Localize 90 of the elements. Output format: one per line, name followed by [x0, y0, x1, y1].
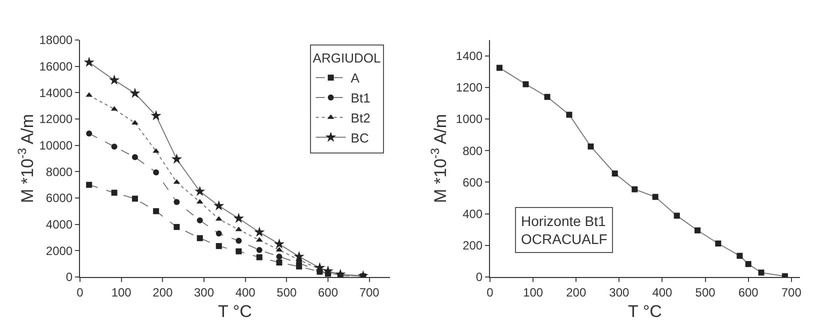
y-tick-label: 1000	[456, 112, 483, 126]
point	[214, 200, 224, 210]
x-tick-label: 200	[566, 285, 586, 300]
point	[588, 143, 594, 150]
x-tick-label: 200	[152, 285, 173, 300]
point	[715, 240, 722, 246]
x-tick-label: 600	[318, 285, 338, 300]
point	[632, 186, 638, 192]
y-tick-label: 0	[476, 270, 483, 284]
y-tick-label: 400	[462, 207, 483, 221]
point	[256, 254, 262, 260]
annotation: Horizonte Bt1 OCRACUALF	[521, 213, 608, 248]
point	[276, 254, 282, 260]
legend-title: ARGIUDOL	[312, 50, 381, 66]
point	[694, 227, 701, 234]
x-tick-label: 500	[276, 285, 297, 300]
y-tick-label: 6000	[46, 191, 73, 206]
y-tick-label: 18000	[39, 33, 73, 48]
y-tick-label: 1200	[456, 80, 483, 95]
point	[236, 238, 242, 244]
point	[566, 112, 572, 118]
y-tick-label: 10000	[39, 138, 73, 153]
x-tick-label: 0	[76, 285, 84, 300]
point	[111, 144, 118, 150]
point	[171, 154, 182, 164]
point	[132, 154, 138, 160]
point	[496, 64, 502, 71]
y-tick-label: 600	[462, 175, 483, 190]
point	[612, 170, 618, 177]
point	[86, 182, 92, 188]
point	[153, 169, 160, 176]
point	[86, 130, 92, 136]
point	[108, 74, 120, 85]
x-tick-label: 700	[359, 285, 380, 300]
x-tick-label: 400	[652, 285, 673, 300]
point	[254, 226, 265, 237]
point	[233, 212, 244, 223]
point	[674, 212, 680, 219]
point	[150, 110, 162, 120]
point	[758, 270, 764, 276]
legend-label: BC	[350, 130, 369, 146]
x-tick-label: 300	[194, 285, 214, 300]
point	[196, 217, 203, 224]
point	[111, 190, 118, 196]
point	[216, 243, 222, 250]
y-tick-label: 16000	[39, 60, 73, 74]
legend-label: A	[350, 70, 360, 86]
point	[276, 260, 282, 266]
point	[652, 194, 658, 200]
point	[132, 120, 138, 124]
y-tick-label: 1400	[456, 49, 483, 63]
point	[522, 81, 529, 88]
x-tick-label: 0	[486, 285, 494, 300]
y-tick-label: 2000	[46, 244, 73, 258]
x-tick-label: 600	[738, 285, 759, 300]
point	[132, 196, 138, 202]
point	[314, 262, 326, 272]
x-tick-label: 100	[523, 285, 544, 300]
y-tick-label: 800	[462, 144, 483, 158]
point	[322, 265, 334, 276]
point	[256, 247, 262, 254]
legend-label: Bt2	[350, 110, 370, 126]
point	[736, 252, 743, 259]
point	[174, 198, 180, 205]
x-tick-label: 100	[111, 285, 132, 300]
point	[745, 261, 752, 268]
point	[153, 208, 160, 214]
x-tick-label: 400	[235, 285, 256, 300]
point	[236, 248, 242, 254]
y-tick-label: 14000	[39, 86, 73, 100]
y-tick-label: 200	[462, 238, 483, 253]
point	[274, 238, 285, 249]
x-tick-label: 300	[609, 285, 630, 300]
y-tick-label: 8000	[46, 164, 73, 179]
point	[544, 94, 550, 100]
x-tick-label: 500	[695, 285, 716, 300]
x-axis-title: T °C	[628, 302, 662, 321]
point	[294, 250, 304, 262]
point	[194, 186, 206, 196]
point	[174, 224, 180, 230]
y-tick-label: 12000	[39, 112, 73, 126]
point	[84, 56, 94, 67]
point	[196, 235, 203, 242]
legend-label: Bt1	[350, 90, 370, 106]
point	[130, 88, 140, 98]
point	[216, 230, 222, 237]
y-tick-label: 4000	[46, 218, 73, 232]
x-axis-title: T °C	[218, 302, 252, 321]
y-tick-label: 0	[66, 270, 73, 284]
x-tick-label: 700	[781, 285, 802, 300]
